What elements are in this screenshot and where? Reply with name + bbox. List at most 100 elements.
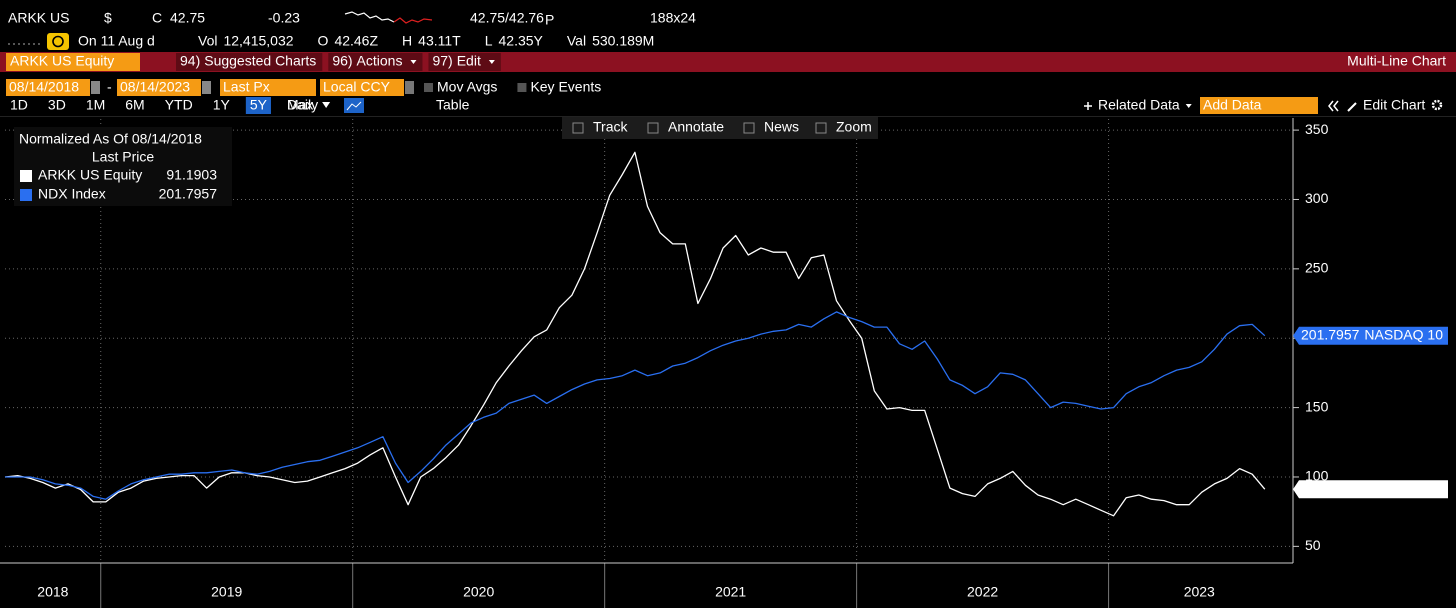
period-button[interactable]: 1Y (213, 97, 231, 113)
currency-mode-box[interactable] (320, 79, 404, 96)
tool-icon[interactable] (647, 122, 659, 134)
end-date-icon[interactable] (202, 81, 211, 94)
end-date-box[interactable] (117, 79, 201, 96)
menu-button[interactable] (328, 53, 423, 71)
field[interactable]: Last Px (223, 79, 270, 95)
menu-number[interactable]: 94) (180, 53, 200, 69)
currency: $ (104, 10, 112, 26)
period-button[interactable]: 6M (125, 97, 144, 113)
dropdown-arrow (322, 102, 331, 108)
related-data[interactable]: Related Data (1098, 97, 1180, 113)
stat-value: 42.46Z (334, 33, 378, 49)
collapse-icon[interactable] (1328, 100, 1339, 112)
trade-date: On 11 Aug d (78, 33, 155, 49)
legend-swatch (20, 170, 32, 182)
tool-icon[interactable] (743, 122, 755, 134)
legend-subtitle: Last Price (92, 149, 154, 165)
period-bg[interactable] (282, 97, 318, 114)
option-label[interactable]: Mov Avgs (437, 79, 497, 95)
period-button[interactable]: 3D (48, 97, 66, 113)
menu-label[interactable]: Suggested Charts (204, 53, 316, 69)
bid-ask: 42.75/42.76 (470, 10, 544, 26)
period-bg[interactable] (6, 97, 32, 114)
option-label[interactable]: Key Events (530, 79, 601, 95)
x-tick-label: 2022 (967, 584, 998, 600)
period-button[interactable]: 1D (10, 97, 28, 113)
value-tag-value: 91.1903 (1301, 480, 1352, 496)
checkbox[interactable] (424, 83, 433, 92)
series-line (5, 311, 1266, 500)
end-date[interactable]: 08/14/2023 (120, 79, 190, 95)
size: 188x24 (650, 10, 696, 26)
y-tick-label: 150 (1305, 398, 1329, 414)
pencil-icon (1347, 102, 1357, 112)
period-bg[interactable] (208, 97, 234, 114)
table-button[interactable]: Table (436, 97, 470, 113)
edit-chart[interactable]: Edit Chart (1363, 97, 1425, 113)
tool-button[interactable]: Annotate (668, 119, 724, 135)
field-box[interactable] (220, 79, 316, 96)
stat-label: H (402, 33, 412, 49)
dropdown-arrow (1185, 104, 1192, 108)
currency-mode-icon[interactable] (405, 81, 414, 94)
menu-label[interactable]: Actions (357, 53, 403, 69)
y-tick-label: 250 (1305, 260, 1329, 276)
tool-button[interactable]: News (764, 119, 799, 135)
legend-label: NDX Index (38, 186, 106, 202)
x-tick-label: 2021 (715, 584, 746, 600)
menu-label[interactable]: Edit (457, 53, 481, 69)
stat-value: 42.35Y (499, 33, 544, 49)
y-tick-label: 100 (1305, 468, 1329, 484)
period-bg[interactable] (245, 97, 271, 114)
x-tick-label: 2019 (211, 584, 242, 600)
y-tick-label: 300 (1305, 190, 1329, 206)
date-separator: - (107, 79, 112, 95)
stat-value: 12,415,032 (223, 33, 293, 49)
period-bg[interactable] (160, 97, 197, 114)
stat-label: L (485, 33, 493, 49)
checkbox[interactable] (517, 83, 527, 92)
menu-button[interactable] (176, 53, 323, 71)
news-icon-glyph (52, 35, 64, 48)
tool-icon[interactable] (815, 122, 827, 134)
currency-mode[interactable]: Local CCY (323, 79, 391, 95)
sparkline (393, 17, 433, 24)
value-tag-value: 201.7957 (1301, 326, 1360, 342)
period-button[interactable]: 5Y (250, 97, 268, 113)
menu-number[interactable]: 97) (432, 53, 452, 69)
security-field[interactable] (6, 53, 140, 71)
ticker: ARKK US (8, 10, 69, 26)
add-data[interactable]: Add Data (1203, 97, 1262, 113)
tool-icon[interactable] (572, 122, 584, 134)
period-button[interactable]: YTD (165, 97, 193, 113)
period-bg[interactable] (81, 97, 110, 114)
start-date-box[interactable] (6, 79, 90, 96)
start-date-icon[interactable] (91, 81, 100, 94)
start-date[interactable]: 08/14/2018 (9, 79, 79, 95)
value-tag-label: ARK Innov (1357, 480, 1424, 496)
close-label: C (152, 10, 162, 26)
menu-number[interactable]: 96) (332, 53, 352, 69)
period-bg[interactable] (121, 97, 149, 114)
frequency[interactable]: Daily (287, 97, 318, 113)
period-button[interactable]: Max (287, 97, 313, 113)
bid-ask-source: P (545, 12, 554, 28)
tool-button[interactable]: Track (593, 119, 628, 135)
tool-button[interactable]: Zoom (836, 119, 872, 135)
x-tick-label: 2018 (37, 584, 68, 600)
settings-icon[interactable] (1431, 99, 1443, 111)
plus-icon (1084, 102, 1092, 110)
x-tick-label: 2023 (1184, 584, 1215, 600)
period-bg[interactable] (43, 97, 70, 114)
stat-value: 43.11T (418, 33, 461, 49)
menu-button[interactable] (428, 53, 501, 71)
stat-label: Vol (198, 33, 217, 49)
function-title: Multi-Line Chart (1347, 53, 1446, 69)
period-button[interactable]: 1M (86, 97, 105, 113)
add-data-field[interactable] (1200, 97, 1318, 114)
security[interactable]: ARKK US Equity (10, 53, 114, 69)
y-tick-label: 50 (1305, 537, 1321, 553)
news-icon[interactable] (47, 33, 69, 50)
change: -0.23 (268, 10, 300, 26)
